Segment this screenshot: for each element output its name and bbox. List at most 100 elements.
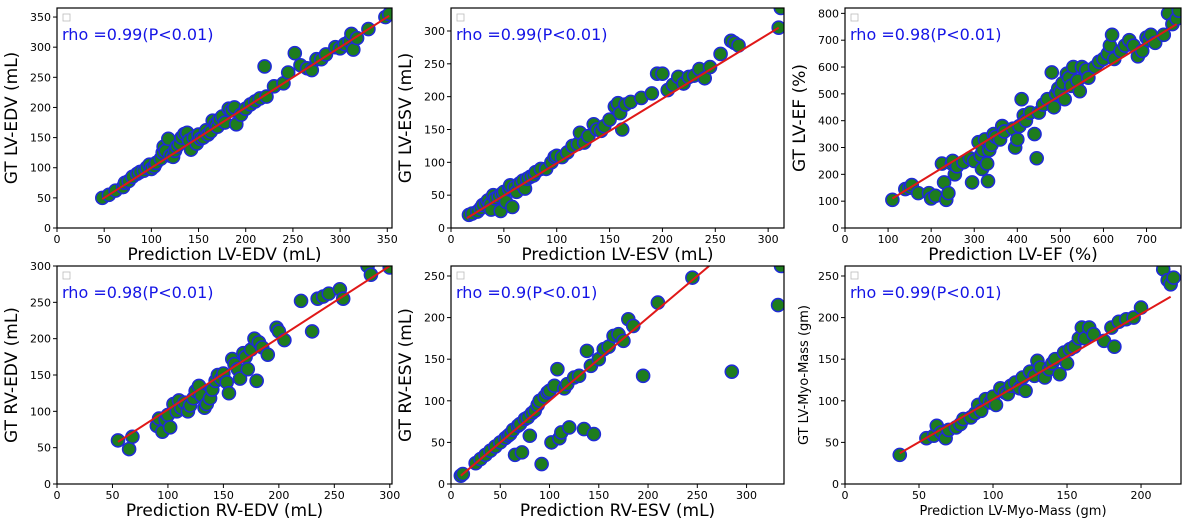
y-tick-label: 500 [818,88,839,101]
x-axis-title: Prediction RV-ESV (mL) [520,501,715,521]
scatter-point [602,112,617,127]
y-tick-label: 50 [825,436,839,449]
x-tick-label: 0 [448,233,455,246]
y-tick-label: 200 [818,312,839,325]
x-tick-label: 250 [324,489,345,502]
y-axis-title: GT RV-EDV (mL) [2,307,22,443]
x-axis-title: Prediction LV-ESV (mL) [521,245,713,265]
y-axis-title: GT LV-ESV (mL) [396,53,416,184]
legend-box [456,271,465,280]
x-axis-title: Prediction RV-EDV (mL) [126,501,323,521]
y-tick-label: 0 [44,478,51,491]
y-tick-label: 50 [37,442,51,455]
y-tick-label: 700 [818,34,839,47]
x-tick-label: 100 [141,233,162,246]
x-tick-label: 600 [1093,233,1114,246]
scatter-point [335,291,351,307]
scatter-point [1014,91,1029,107]
scatter-point [505,199,520,215]
scatter-point [1029,150,1044,166]
y-tick-label: 0 [832,478,839,491]
legend-box [62,13,71,22]
x-tick-label: 50 [497,233,511,246]
scatter-point [534,456,549,472]
correlation-annotation: rho =0.99(P<0.01) [850,283,1002,302]
x-tick-label: 300 [758,233,779,246]
regression-line [117,266,391,443]
scatter-point [1156,27,1172,43]
x-tick-label: 100 [157,489,178,502]
y-tick-label: 200 [818,168,839,181]
x-tick-label: 250 [282,233,303,246]
y-tick-label: 200 [30,333,51,346]
x-axis-title: Prediction LV-Myo-Mass (gm) [919,504,1106,519]
scatter-point [1052,366,1067,382]
x-tick-label: 100 [983,489,1004,502]
scatter-point [1018,383,1033,399]
y-tick-label: 50 [431,436,445,449]
scatter-point [259,89,274,104]
x-tick-label: 50 [912,489,926,502]
x-tick-label: 150 [1057,489,1078,502]
regression-line [466,26,780,220]
scatter-point [162,420,178,435]
x-tick-label: 350 [377,233,398,246]
scatter-point [277,332,292,348]
y-tick-label: 250 [818,270,839,283]
x-tick-label: 50 [493,489,507,502]
y-axis-title: GT LV-EDV (mL) [2,52,22,185]
regression-line [101,14,390,200]
scatter-point [514,445,530,460]
x-tick-label: 50 [97,233,111,246]
chart-panel-2: 0 50 100 150 200 250 300 0 50 100 150 200 250 300 rho … [396,7,785,265]
y-tick-label: 250 [30,296,51,309]
x-tick-label: 150 [588,489,609,502]
x-tick-label: 200 [1131,489,1152,502]
scatter-point [644,86,660,101]
y-axis-title: GT RV-ESV (mL) [396,308,416,442]
y-tick-label: 300 [424,25,445,38]
scatter-point [770,297,784,313]
y-tick-label: 0 [438,478,445,491]
y-tick-label: 0 [44,222,51,235]
plot-frame [56,7,393,229]
regression-line [891,23,1178,200]
scatter-point [110,433,126,448]
scatter-point [1171,8,1181,18]
scatter-point [1027,126,1042,142]
scatter-point [979,156,995,171]
scatter-point [773,8,784,16]
plot-frame [450,7,785,229]
scatter-point [616,333,631,349]
x-tick-label: 150 [599,233,620,246]
x-tick-label: 150 [213,489,234,502]
x-tick-label: 300 [964,233,985,246]
scatter-point [550,361,565,377]
x-tick-label: 400 [1007,233,1028,246]
scatter-point [1104,27,1120,43]
y-tick-label: 150 [30,132,51,145]
y-tick-label: 100 [424,395,445,408]
y-tick-label: 100 [30,162,51,175]
y-tick-label: 300 [818,142,839,155]
chart-panel-6: 0 50 100 150 200 0 50 100 150 200 250 rho =0.99(P<0… [797,265,1182,519]
scatter-point [586,426,602,442]
x-tick-label: 100 [539,489,560,502]
legend-box [850,13,859,22]
scatter-point [287,45,303,61]
x-tick-label: 200 [235,233,256,246]
correlation-annotation: rho =0.98(P<0.01) [850,25,1002,44]
scatter-point [240,361,256,377]
x-tick-label: 300 [330,233,351,246]
scatter-point [249,373,264,389]
scatter-point [1107,339,1122,355]
chart-panel-3: 0 100 200 300 400 500 600 700 0 100 200 300 400 500 60… [790,7,1182,265]
scatter-point [522,428,538,444]
scatter-point [650,295,666,310]
scatter-point [304,324,320,339]
x-tick-label: 0 [842,233,849,246]
regression-line [460,266,710,477]
plot-frame [56,265,393,485]
y-tick-label: 150 [424,123,445,136]
scatter-point [367,0,380,7]
